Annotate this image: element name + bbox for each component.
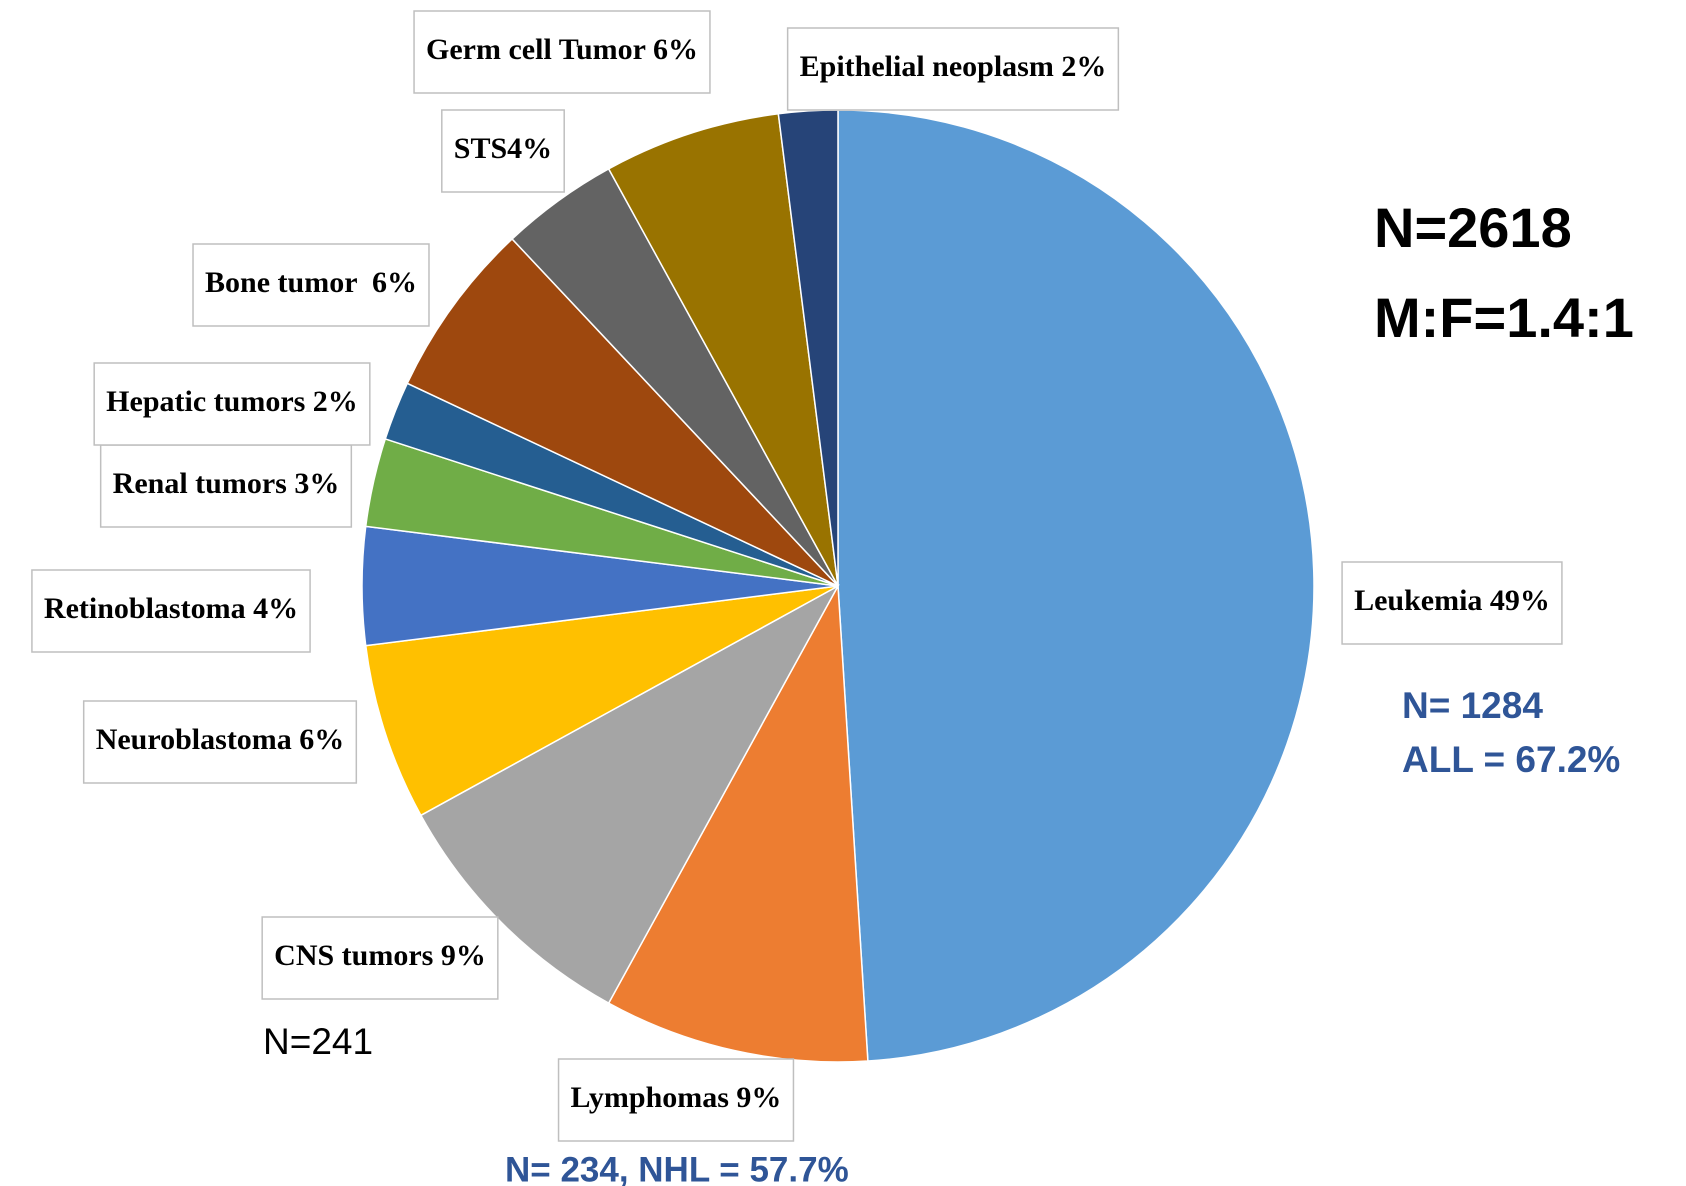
label-text: Neuroblastoma 6% — [96, 723, 345, 756]
label-text: Retinoblastoma 4% — [44, 592, 298, 625]
label-box — [557, 1058, 795, 1142]
data-label: Lymphomas 9% — [557, 1058, 795, 1142]
annotation: N= 1284 — [1402, 685, 1543, 726]
label-text: STS4% — [454, 132, 552, 165]
data-label: STS4% — [441, 109, 565, 193]
data-label: Leukemia 49% — [1341, 561, 1563, 645]
label-text: Germ cell Tumor 6% — [426, 33, 698, 66]
label-box — [786, 27, 1120, 111]
data-label: Hepatic tumors 2% — [93, 362, 371, 446]
annotation: N=241 — [263, 1021, 373, 1062]
label-box — [261, 916, 499, 1000]
label-text: Bone tumor 6% — [205, 266, 417, 299]
label-text: CNS tumors 9% — [274, 939, 486, 972]
data-label: Neuroblastoma 6% — [82, 700, 358, 784]
label-box — [93, 362, 371, 446]
label-box — [1341, 561, 1563, 645]
label-text: Leukemia 49% — [1354, 584, 1550, 617]
annotation: M:F=1.4:1 — [1374, 286, 1634, 349]
label-text: Renal tumors 3% — [113, 467, 340, 500]
data-label: CNS tumors 9% — [261, 916, 499, 1000]
label-box — [441, 109, 565, 193]
pie-slice — [607, 112, 839, 587]
annotation: N=2618 — [1374, 196, 1572, 259]
label-text: Lymphomas 9% — [571, 1081, 782, 1114]
pie-slice — [607, 583, 869, 1063]
pie-slice — [419, 584, 840, 1005]
annotation: ALL = 67.2% — [1402, 739, 1620, 780]
pie-slice — [364, 585, 839, 817]
label-box — [192, 243, 430, 327]
pie-slice — [406, 237, 839, 587]
data-label: Germ cell Tumor 6% — [413, 10, 711, 94]
pie-slice — [837, 109, 1315, 1062]
data-label: Renal tumors 3% — [99, 444, 353, 528]
label-text: Epithelial neoplasm 2% — [800, 50, 1107, 83]
label-box — [413, 10, 711, 94]
label-text: Hepatic tumors 2% — [106, 385, 358, 418]
data-label: Retinoblastoma 4% — [31, 569, 311, 653]
data-label: Epithelial neoplasm 2% — [786, 27, 1120, 111]
annotation: N= 234, NHL = 57.7% — [505, 1150, 849, 1186]
label-box — [82, 700, 358, 784]
label-box — [31, 569, 311, 653]
data-label: Bone tumor 6% — [192, 243, 430, 327]
